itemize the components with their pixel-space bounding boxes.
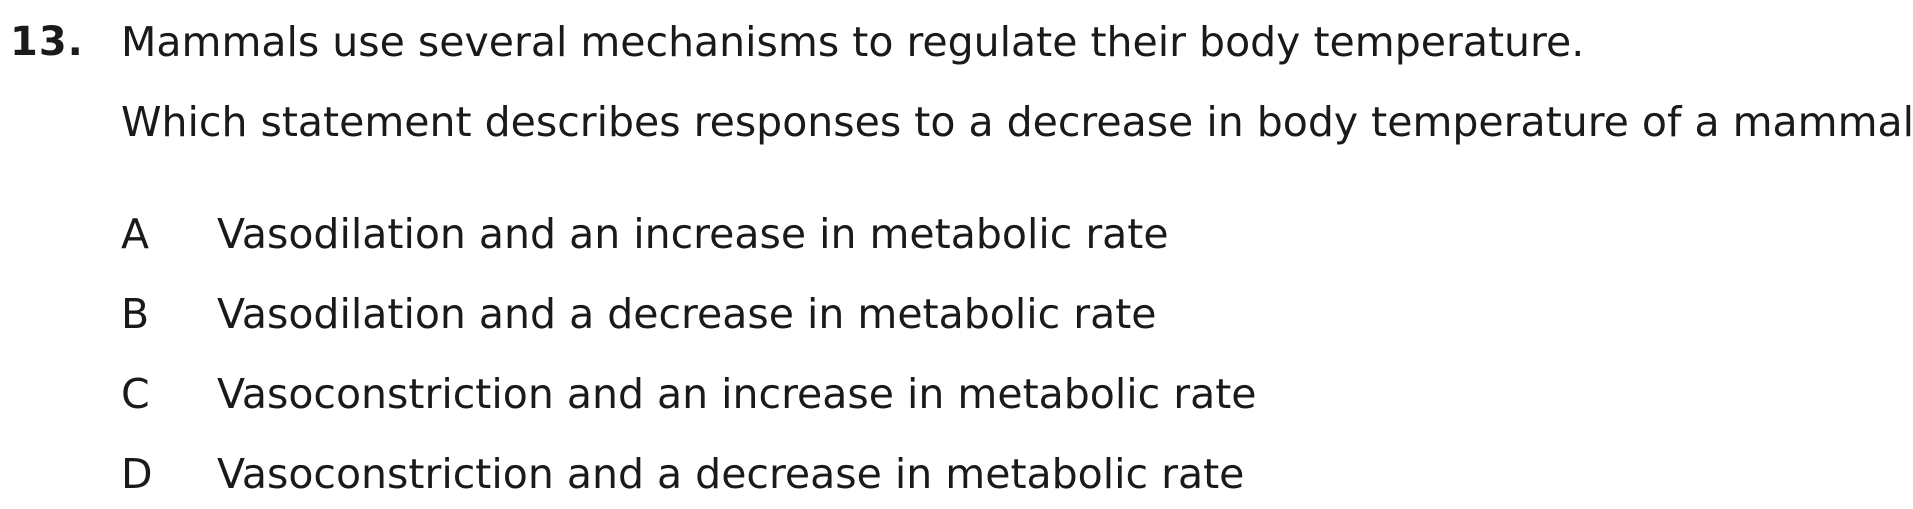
question-stem: Mammals use several mechanisms to regula…	[121, 18, 1585, 66]
option-text: Vasodilation and a decrease in metabolic…	[217, 290, 1157, 338]
option-d[interactable]: D Vasoconstriction and a decrease in met…	[121, 450, 1901, 509]
option-letter: C	[121, 370, 150, 418]
option-c[interactable]: C Vasoconstriction and an increase in me…	[121, 370, 1901, 450]
answer-options: A Vasodilation and an increase in metabo…	[121, 210, 1901, 509]
option-text: Vasoconstriction and a decrease in metab…	[217, 450, 1245, 498]
option-letter: D	[121, 450, 153, 498]
question-prompt: Which statement describes responses to a…	[121, 98, 1913, 146]
option-b[interactable]: B Vasodilation and a decrease in metabol…	[121, 290, 1901, 370]
option-a[interactable]: A Vasodilation and an increase in metabo…	[121, 210, 1901, 290]
option-letter: B	[121, 290, 150, 338]
option-text: Vasodilation and an increase in metaboli…	[217, 210, 1169, 258]
option-letter: A	[121, 210, 150, 258]
question-number: 13.	[10, 19, 84, 65]
option-text: Vasoconstriction and an increase in meta…	[217, 370, 1257, 418]
